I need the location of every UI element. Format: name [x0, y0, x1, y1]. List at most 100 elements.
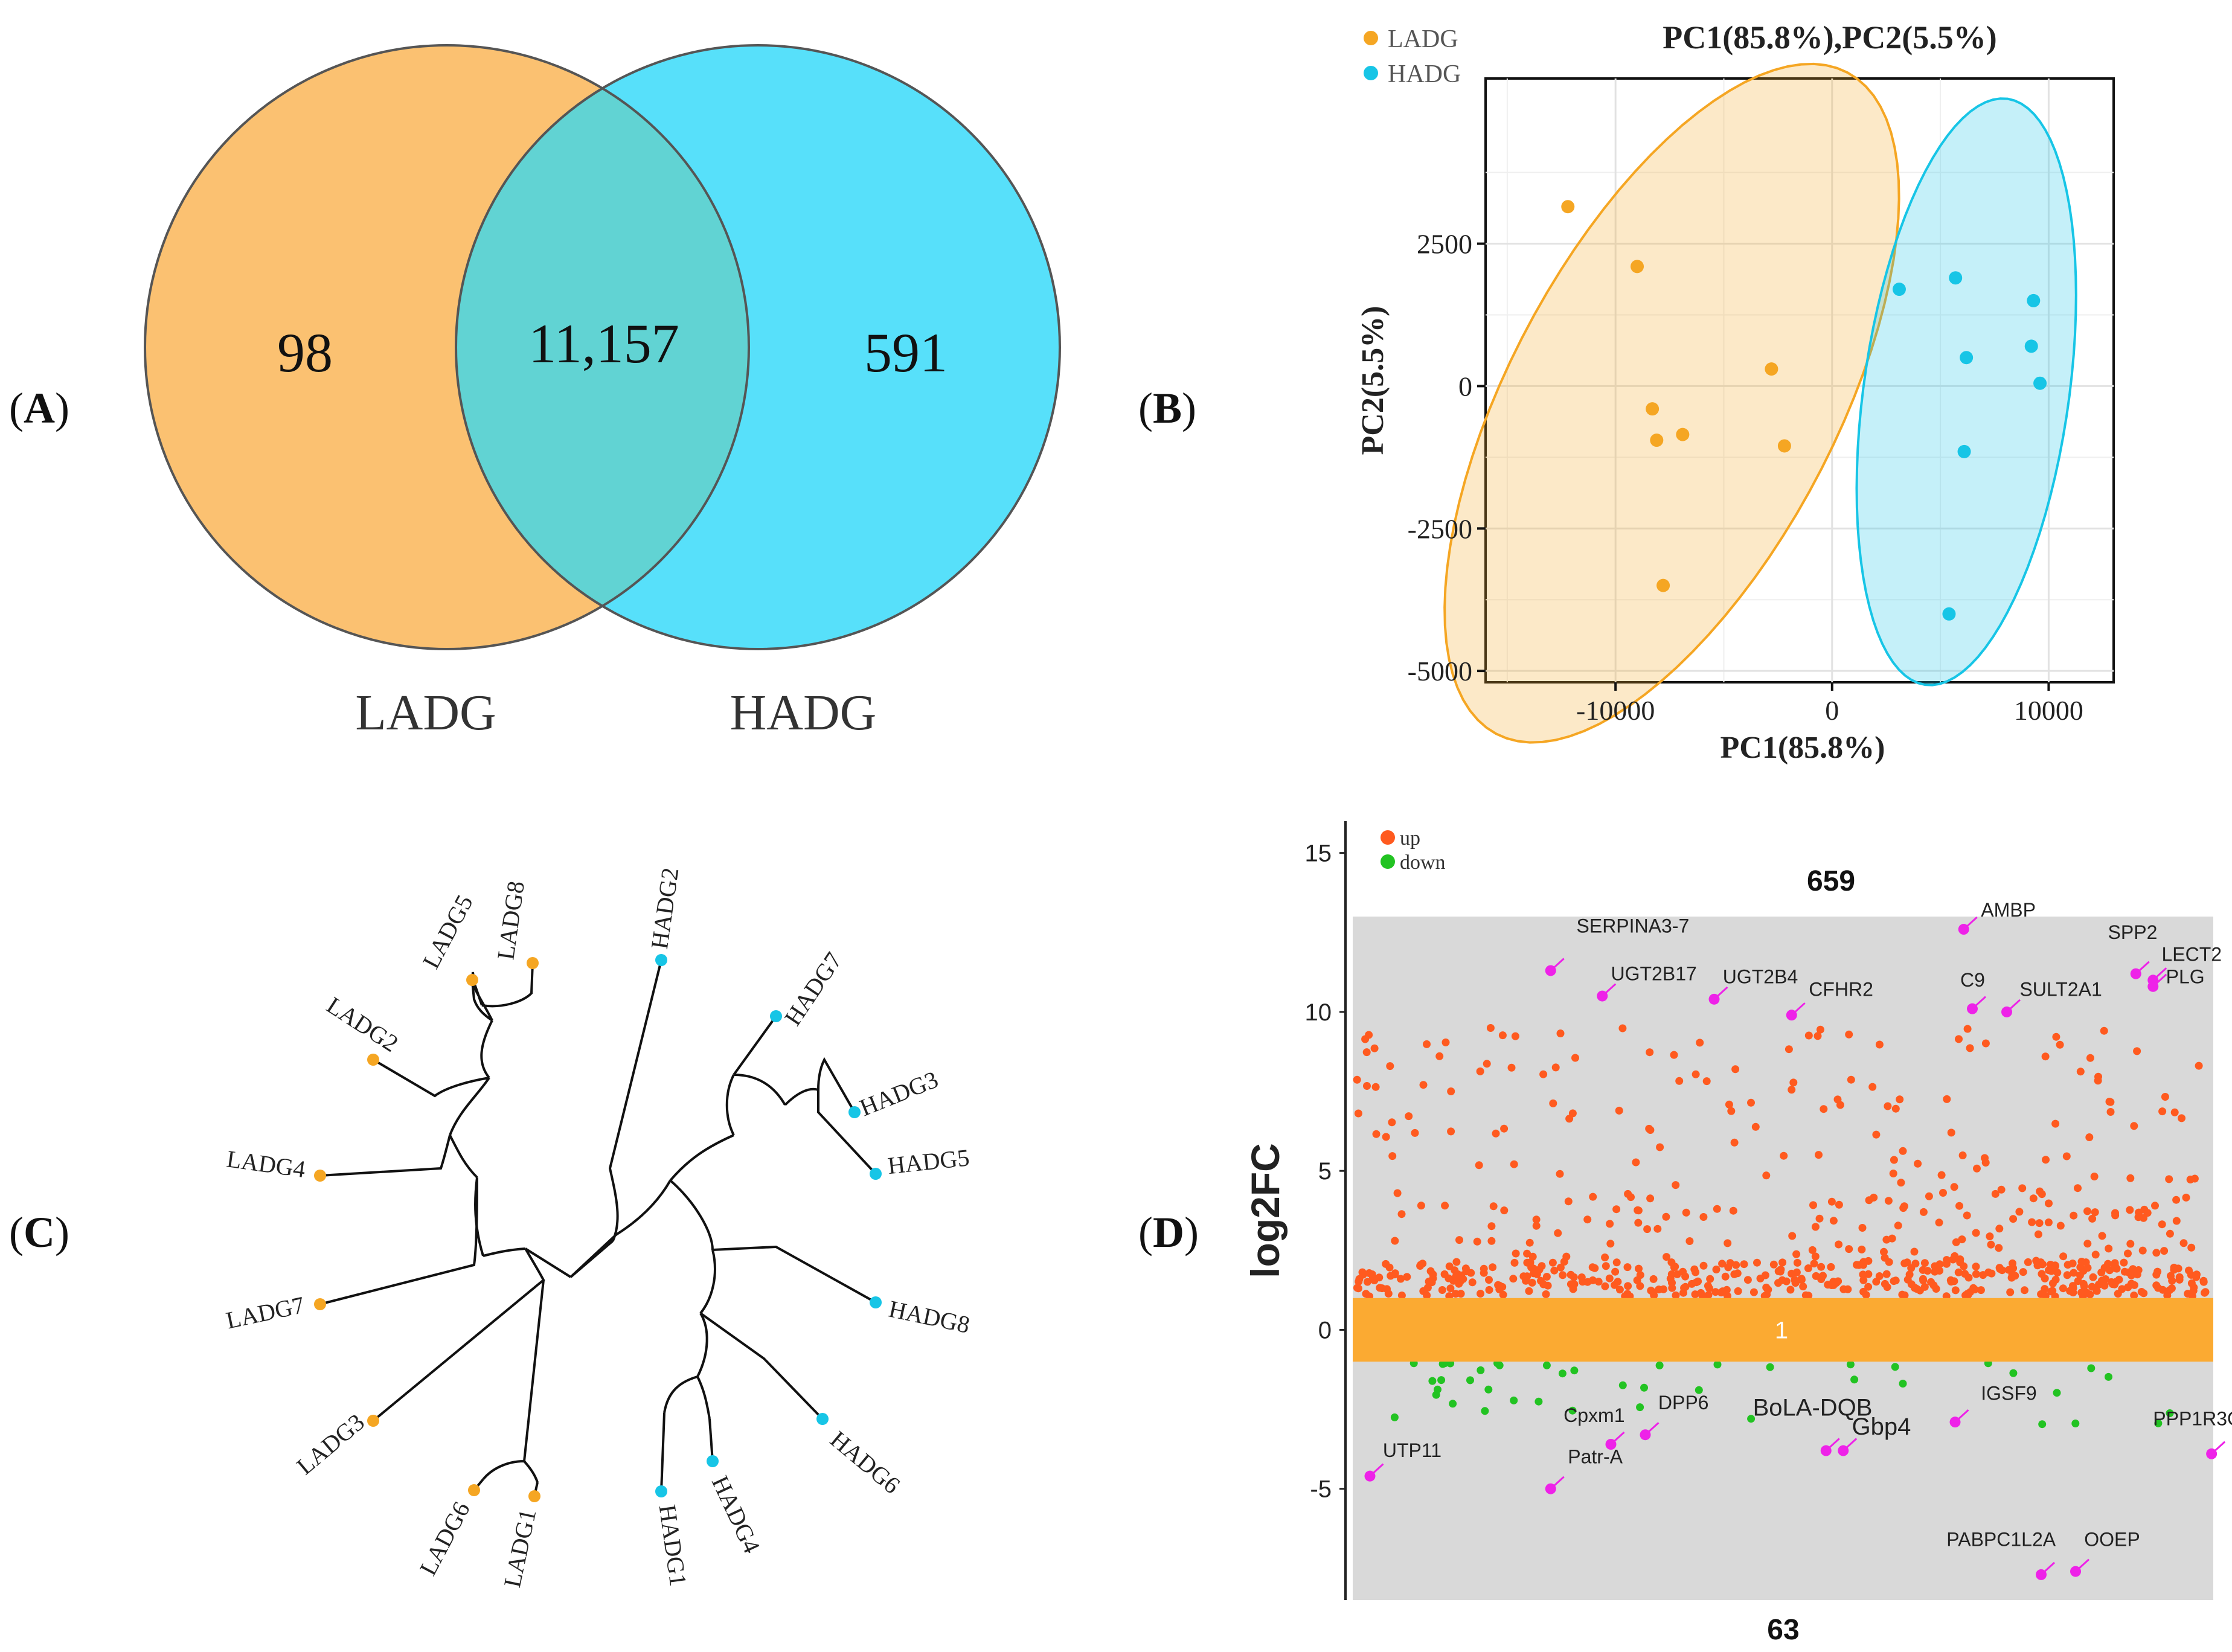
down-point — [1899, 1380, 1907, 1388]
up-point — [1507, 1063, 1516, 1072]
up-point — [1601, 1282, 1609, 1290]
up-point — [1495, 1281, 1504, 1290]
log2fc-plot-background — [1353, 916, 2213, 1600]
leaf-hadg2-line — [608, 959, 662, 1241]
up-point — [2085, 1133, 2094, 1141]
up-point — [1859, 1270, 1867, 1279]
up-point — [1911, 1284, 1919, 1292]
up-point — [2076, 1068, 2085, 1076]
up-point — [2021, 1286, 2028, 1295]
up-point — [1480, 1269, 1488, 1277]
down-point — [1542, 1361, 1551, 1369]
log2fc-down-count: 63 — [1767, 1614, 1799, 1646]
gene-ugt2b17: UGT2B17 — [1597, 962, 1697, 1002]
gene-point — [1958, 924, 1969, 935]
up-point — [1868, 1083, 1877, 1091]
up-point — [2086, 1054, 2094, 1062]
up-point — [1525, 1238, 1534, 1247]
up-point — [1820, 1105, 1828, 1113]
gene-label: IGSF9 — [1981, 1382, 2036, 1404]
up-point — [1612, 1258, 1621, 1267]
up-point — [1660, 1285, 1668, 1293]
up-point — [1788, 1086, 1796, 1094]
up-point — [2097, 1268, 2106, 1276]
up-point — [1844, 1285, 1852, 1293]
up-point — [1907, 1264, 1916, 1272]
gene-label: DPP6 — [1658, 1392, 1709, 1413]
up-point — [1753, 1258, 1761, 1267]
up-point — [1724, 1263, 1733, 1272]
pca-x-ticks: -10000 0 10000 — [1576, 682, 2083, 726]
up-point — [2091, 1208, 2099, 1217]
leaf-ladg8-line — [481, 962, 534, 1008]
up-point — [1387, 1272, 1395, 1280]
down-point — [1846, 1360, 1855, 1369]
pca-point-ladg — [1650, 434, 1664, 447]
pca-point-ladg — [1656, 578, 1670, 592]
pca-legend-ladg-label: LADG — [1388, 25, 1458, 53]
up-point — [1729, 1206, 1737, 1215]
up-point — [1734, 1287, 1742, 1295]
up-point — [1615, 1106, 1623, 1115]
up-point — [2090, 1173, 2099, 1180]
up-point — [1939, 1189, 1947, 1197]
up-point — [1425, 1278, 1433, 1285]
up-point — [1835, 1240, 1843, 1249]
up-point — [2045, 1199, 2053, 1208]
pca-point-hadg — [1892, 283, 1906, 296]
down-point — [1484, 1385, 1493, 1394]
leaf-marker-hadg8 — [870, 1296, 882, 1308]
up-point — [1778, 1258, 1787, 1267]
up-point — [2066, 1287, 2074, 1295]
up-point — [1612, 1205, 1621, 1214]
down-point — [1466, 1376, 1474, 1385]
log2fc-y-ticks: 15 10 5 0 -5 — [1305, 840, 1345, 1503]
branch-hadg3-5 — [733, 1074, 819, 1106]
gene-point — [1597, 990, 1608, 1002]
up-point — [2199, 1276, 2208, 1285]
up-point — [2111, 1209, 2119, 1217]
up-point — [1900, 1291, 1909, 1299]
log2fc-plot: 1 SERPINA3-7 UGT2B17 UGT2B4 CFHR2 AMBP C9 SULT… — [1243, 821, 2232, 1646]
down-point — [1636, 1403, 1644, 1412]
up-point — [2152, 1249, 2161, 1257]
gene-point — [1605, 1439, 1617, 1450]
up-point — [1500, 1124, 1509, 1133]
branch-hadg-lower-3 — [696, 1312, 708, 1377]
gene-point — [1364, 1470, 1376, 1482]
venn-hadg-label: HADG — [730, 685, 877, 741]
up-point — [1583, 1215, 1592, 1224]
up-point — [1881, 1253, 1889, 1262]
up-point — [1801, 1291, 1810, 1299]
gene-label: SULT2A1 — [2019, 979, 2102, 1000]
up-point — [1606, 1220, 1614, 1228]
up-point — [2114, 1290, 2122, 1298]
up-point — [1743, 1276, 1752, 1284]
up-point — [2052, 1032, 2060, 1041]
down-point — [1568, 1406, 1577, 1415]
gene-ppp1r3g: PPP1R3G — [2153, 1407, 2232, 1459]
up-point — [1706, 1275, 1714, 1283]
up-point — [1611, 1267, 1620, 1276]
up-point — [1528, 1278, 1536, 1287]
up-point — [1724, 1292, 1731, 1300]
down-point — [1534, 1397, 1543, 1406]
up-point — [1643, 1225, 1652, 1234]
branch-ladg-main — [483, 1247, 526, 1257]
up-point — [1853, 1261, 1861, 1269]
leaf-label-ladg8: LADG8 — [492, 879, 530, 961]
up-point — [1445, 1262, 1454, 1270]
leaf-ladg7-line — [319, 1177, 478, 1305]
up-point — [1681, 1282, 1690, 1291]
up-point — [1542, 1290, 1550, 1298]
up-point — [2077, 1258, 2086, 1266]
panel-label-b: (B) — [1138, 384, 1196, 432]
up-point — [2062, 1152, 2071, 1161]
up-point — [1827, 1197, 1836, 1206]
up-point — [1473, 1237, 1481, 1246]
up-point — [1762, 1171, 1771, 1180]
up-point — [1727, 1107, 1736, 1115]
up-point — [1666, 1275, 1675, 1283]
pca-ellipse-hadg — [1855, 97, 2077, 687]
gene-ugt2b4: UGT2B4 — [1708, 966, 1798, 1005]
